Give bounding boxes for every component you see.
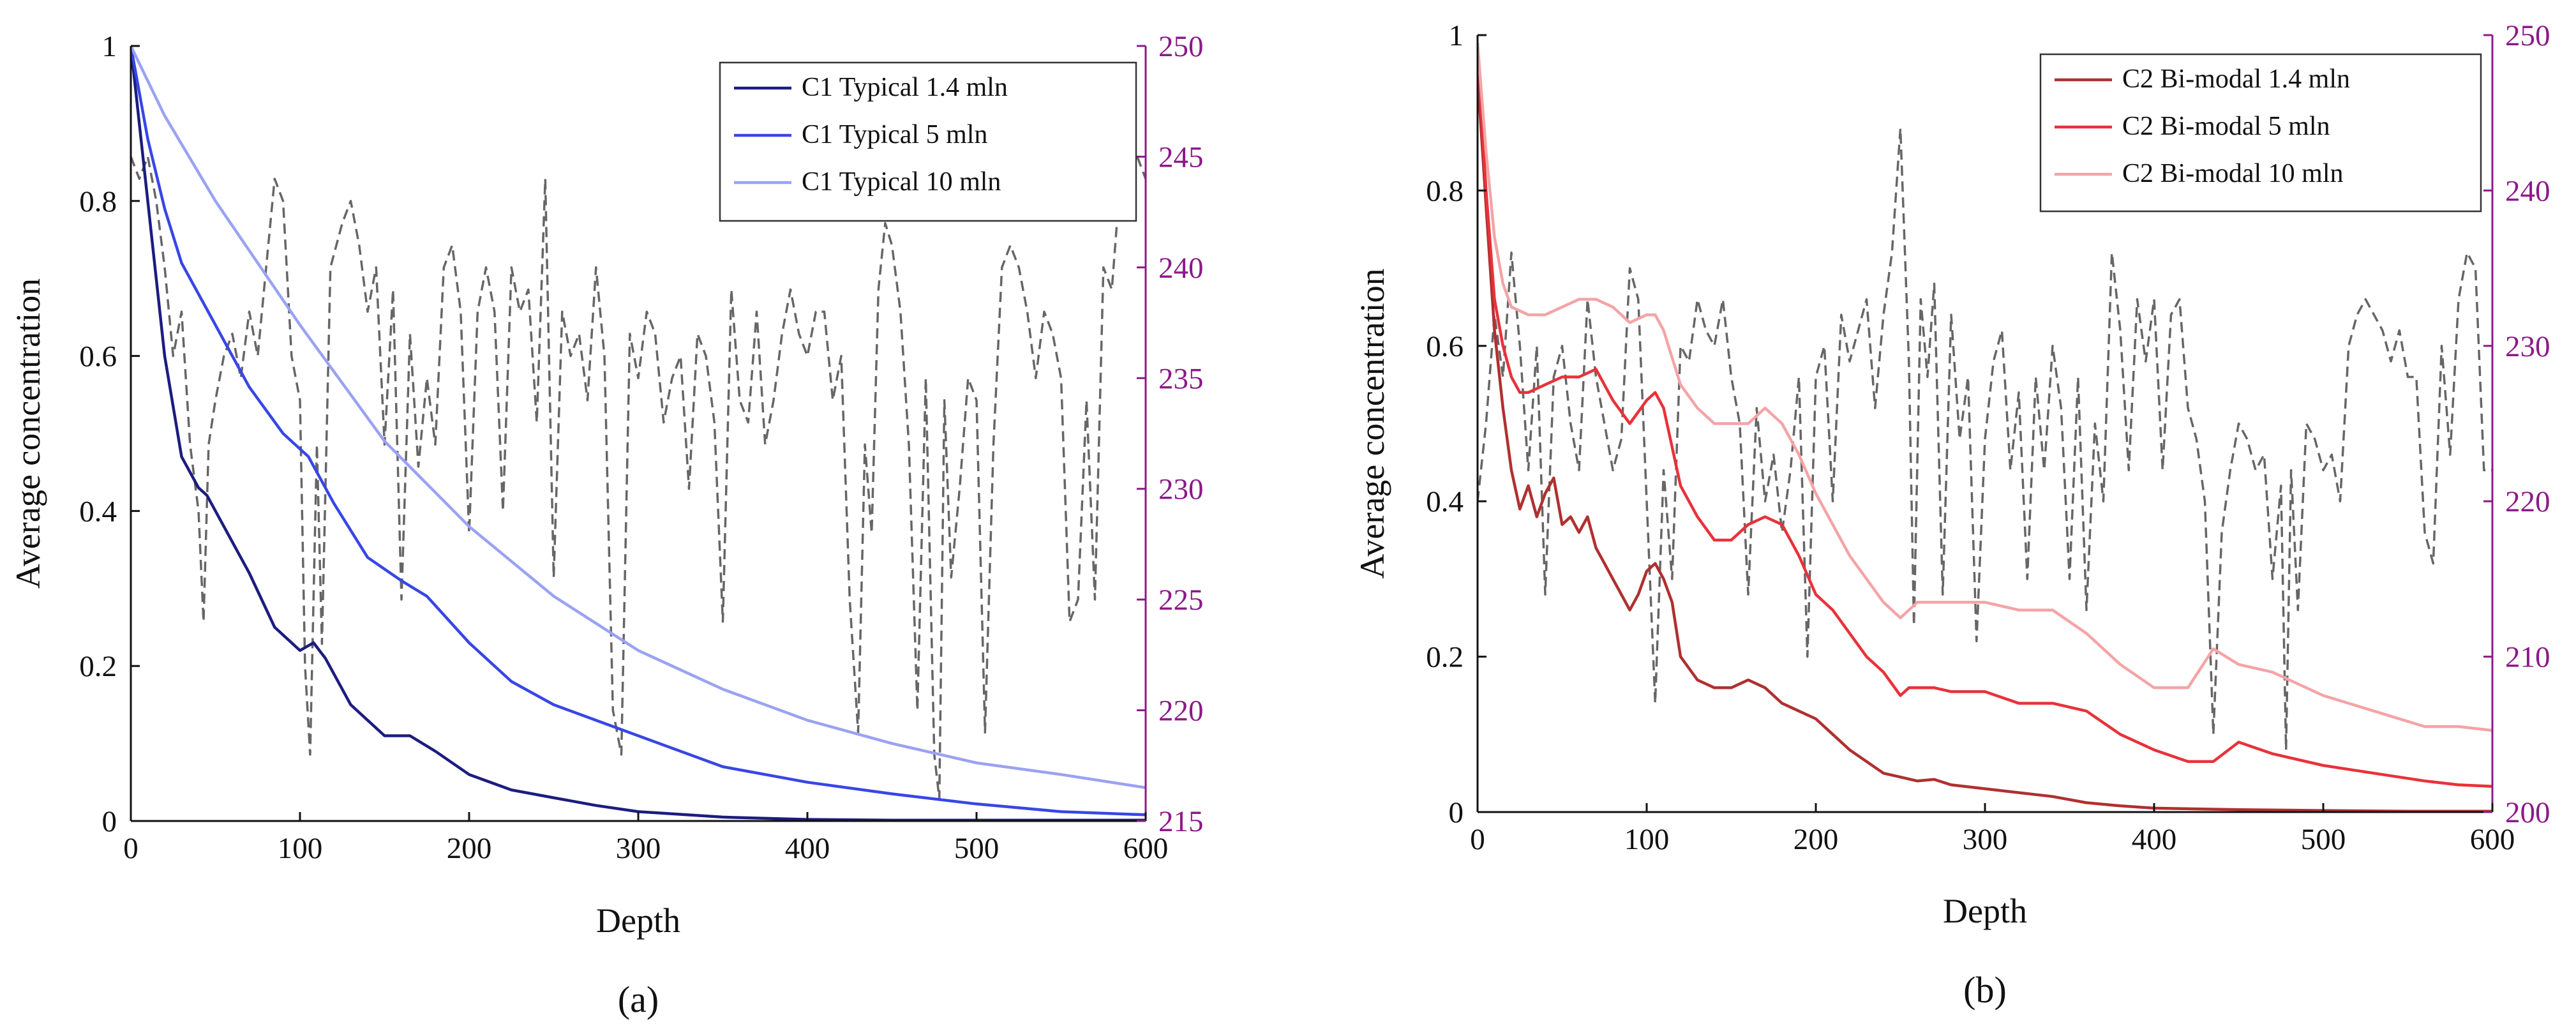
plot-lines: [1478, 43, 2492, 812]
plot-lines: [131, 46, 1146, 821]
y-axis-title: Average concentration: [9, 278, 47, 589]
y2-tick-label: 245: [1158, 140, 1204, 174]
y-tick-label: 1: [102, 30, 117, 63]
y2-tick-label: 240: [2505, 174, 2550, 207]
y-tick-label: 0.2: [79, 650, 117, 683]
series-line-1: [1478, 50, 2492, 788]
legend: C2 Bi-modal 1.4 mln C2 Bi-modal 5 mln C2 B…: [2039, 53, 2482, 213]
x-tick-label: 100: [278, 832, 323, 865]
legend-label: C1 Typical 10 mln: [802, 167, 1001, 197]
series-line-0: [131, 46, 1146, 821]
series-line-2: [131, 46, 1146, 790]
legend-label: C1 Typical 5 mln: [802, 120, 987, 149]
panel-label: (b): [1963, 969, 2007, 1011]
y-tick-label: 0.2: [1426, 641, 1464, 674]
legend-label: C1 Typical 1.4 mln: [802, 73, 1008, 102]
x-tick-label: 400: [2132, 823, 2177, 856]
legend-label: C2 Bi-modal 10 mln: [2122, 159, 2344, 188]
series-line-2: [1478, 43, 2492, 732]
y2-tick-label: 220: [2505, 485, 2550, 518]
legend-label: C2 Bi-modal 5 mln: [2122, 112, 2330, 141]
x-tick-label: 400: [785, 832, 830, 865]
y-tick-label: 0.4: [79, 495, 117, 528]
legend: C1 Typical 1.4 mln C1 Typical 5 mln C1 Typ…: [719, 61, 1137, 222]
x-axis-title: Depth: [1943, 892, 2027, 930]
series-line-secondary-axis: [1478, 127, 2492, 751]
series-line-1: [131, 46, 1146, 817]
y2-tick-label: 210: [2505, 641, 2550, 674]
y2-tick-label: 250: [1158, 30, 1204, 63]
chart-panel-a: 0 100 200 300 400 500 600 0 0.2 0.4 0.6 0.8 1 215 220 2…: [9, 30, 1204, 1020]
y2-tick-label: 215: [1158, 805, 1204, 838]
legend-label: C2 Bi-modal 1.4 mln: [2122, 64, 2350, 94]
y-tick-label: 0.6: [1426, 330, 1464, 363]
y2-tick-label: 240: [1158, 252, 1204, 285]
y-tick-label: 0: [102, 805, 117, 838]
y2-tick-label: 200: [2505, 796, 2550, 829]
x-tick-label: 100: [1624, 823, 1670, 856]
x-tick-label: 500: [954, 832, 1000, 865]
y2-tick-label: 220: [1158, 695, 1204, 728]
x-tick-label: 0: [1470, 823, 1485, 856]
panel-label: (a): [618, 979, 659, 1020]
y-tick-label: 0.8: [1426, 174, 1464, 207]
y-tick-label: 1: [1449, 19, 1464, 52]
y-tick-label: 0.8: [79, 185, 117, 218]
y2-tick-label: 235: [1158, 362, 1204, 395]
x-tick-label: 0: [123, 832, 139, 865]
y2-tick-label: 230: [1158, 473, 1204, 506]
legend-box: [2039, 53, 2482, 213]
x-tick-label: 500: [2301, 823, 2346, 856]
x-tick-label: 200: [1793, 823, 1839, 856]
x-tick-label: 300: [616, 832, 661, 865]
x-tick-label: 200: [447, 832, 492, 865]
x-tick-label: 600: [1123, 832, 1169, 865]
series-line-secondary-axis: [131, 133, 1146, 801]
y-tick-label: 0: [1449, 796, 1464, 829]
chart-panel-b: 0 100 200 300 400 500 600 0 0.2 0.4 0.6 0.8 1 200 210 2…: [1353, 19, 2550, 1011]
y2-tick-label: 250: [2505, 19, 2550, 52]
x-tick-label: 300: [1963, 823, 2008, 856]
x-axis-title: Depth: [596, 901, 680, 940]
x-tick-label: 600: [2470, 823, 2515, 856]
y-tick-label: 0.4: [1426, 485, 1464, 518]
series-line-0: [1478, 73, 2492, 812]
y-tick-label: 0.6: [79, 340, 117, 373]
y-axis-title: Average concentration: [1353, 268, 1391, 578]
y2-tick-label: 225: [1158, 584, 1204, 617]
y2-tick-label: 230: [2505, 330, 2550, 363]
